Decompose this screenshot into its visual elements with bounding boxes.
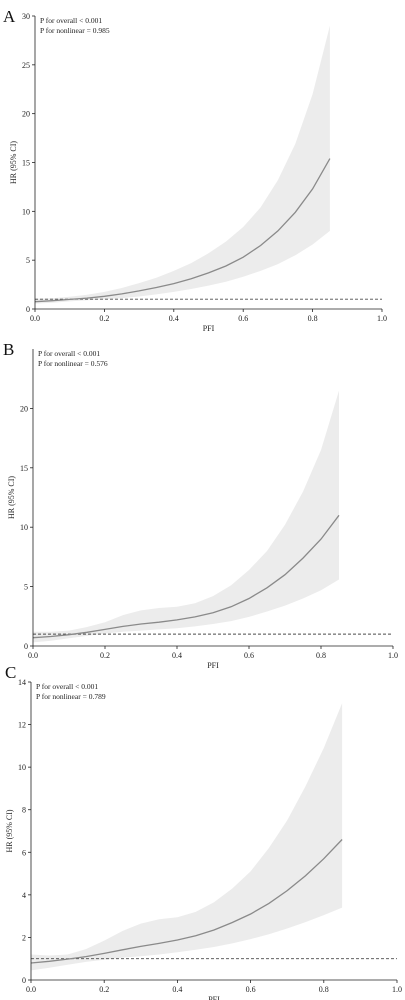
confidence-band — [31, 703, 343, 971]
panel-label: A — [3, 7, 16, 26]
chart-panel-C: C 0 2 4 6 8 10 12 14 0.0 0.2 0.4 0.6 0.8 1.0 PFI HR (95%… — [5, 663, 402, 1000]
y-axis-label: HR (95% CI) — [7, 476, 16, 519]
p-value-annotation: P for nonlinear = 0.789 — [36, 692, 106, 701]
x-tick-label: 0.6 — [246, 985, 256, 994]
panel-label: B — [3, 340, 14, 359]
y-tick-label: 0 — [24, 642, 28, 651]
x-tick-label: 0.4 — [172, 985, 182, 994]
x-tick-label: 0.4 — [169, 314, 179, 323]
x-tick-label: 0.2 — [99, 985, 109, 994]
y-tick-label: 25 — [22, 61, 30, 70]
y-tick-label: 20 — [22, 110, 30, 119]
y-tick-label: 15 — [22, 159, 30, 168]
y-tick-label: 10 — [22, 207, 30, 216]
confidence-band — [35, 25, 330, 304]
y-tick-label: 2 — [22, 933, 26, 942]
x-tick-label: 0.0 — [30, 314, 40, 323]
x-axis-label: PFI — [203, 324, 215, 333]
y-tick-label: 14 — [18, 678, 26, 687]
y-tick-label: 30 — [22, 12, 30, 21]
y-tick-label: 4 — [22, 891, 26, 900]
y-tick-label: 5 — [24, 583, 28, 592]
panel-label: C — [5, 663, 16, 682]
hr-curve — [34, 158, 331, 303]
hr-curve — [32, 514, 340, 639]
y-tick-label: 15 — [20, 464, 28, 473]
p-value-annotation: P for overall < 0.001 — [38, 349, 100, 358]
x-axis-label: PFI — [207, 661, 219, 670]
chart-panel-B: B 0 5 10 15 20 0.0 0.2 0.4 0.6 0.8 1.0 PFI HR (95% CI… — [3, 340, 398, 670]
x-tick-label: 1.0 — [392, 985, 402, 994]
x-tick-label: 0.6 — [244, 651, 254, 660]
y-tick-label: 12 — [18, 721, 26, 730]
x-tick-label: 0.8 — [308, 314, 318, 323]
x-tick-label: 0.8 — [316, 651, 326, 660]
y-tick-label: 0 — [22, 976, 26, 985]
x-tick-label: 1.0 — [388, 651, 398, 660]
y-tick-label: 20 — [20, 404, 28, 413]
x-tick-label: 0.4 — [172, 651, 182, 660]
y-tick-label: 10 — [18, 763, 26, 772]
p-value-annotation: P for overall < 0.001 — [36, 682, 98, 691]
x-tick-label: 0.8 — [319, 985, 329, 994]
x-tick-label: 0.0 — [28, 651, 38, 660]
x-tick-label: 0.6 — [238, 314, 248, 323]
y-tick-label: 5 — [26, 256, 30, 265]
chart-panel-A: A 0 5 10 15 20 25 30 0.0 0.2 0.4 0.6 0.8 1.0 PFI HR (95… — [3, 7, 387, 333]
x-tick-label: 0.2 — [99, 314, 109, 323]
x-tick-label: 0.0 — [26, 985, 36, 994]
x-axis-label: PFI — [208, 995, 220, 1000]
y-tick-label: 10 — [20, 523, 28, 532]
y-tick-label: 8 — [22, 806, 26, 815]
hr-curve — [30, 839, 343, 964]
p-value-annotation: P for nonlinear = 0.985 — [40, 26, 110, 35]
x-tick-label: 1.0 — [377, 314, 387, 323]
y-tick-label: 6 — [22, 848, 26, 857]
p-value-annotation: P for overall < 0.001 — [40, 16, 102, 25]
p-value-annotation: P for nonlinear = 0.576 — [38, 359, 108, 368]
y-tick-label: 0 — [26, 305, 30, 314]
confidence-band — [33, 390, 339, 643]
x-tick-label: 0.2 — [100, 651, 110, 660]
y-axis-label: HR (95% CI) — [9, 141, 18, 184]
y-axis-label: HR (95% CI) — [5, 809, 14, 852]
